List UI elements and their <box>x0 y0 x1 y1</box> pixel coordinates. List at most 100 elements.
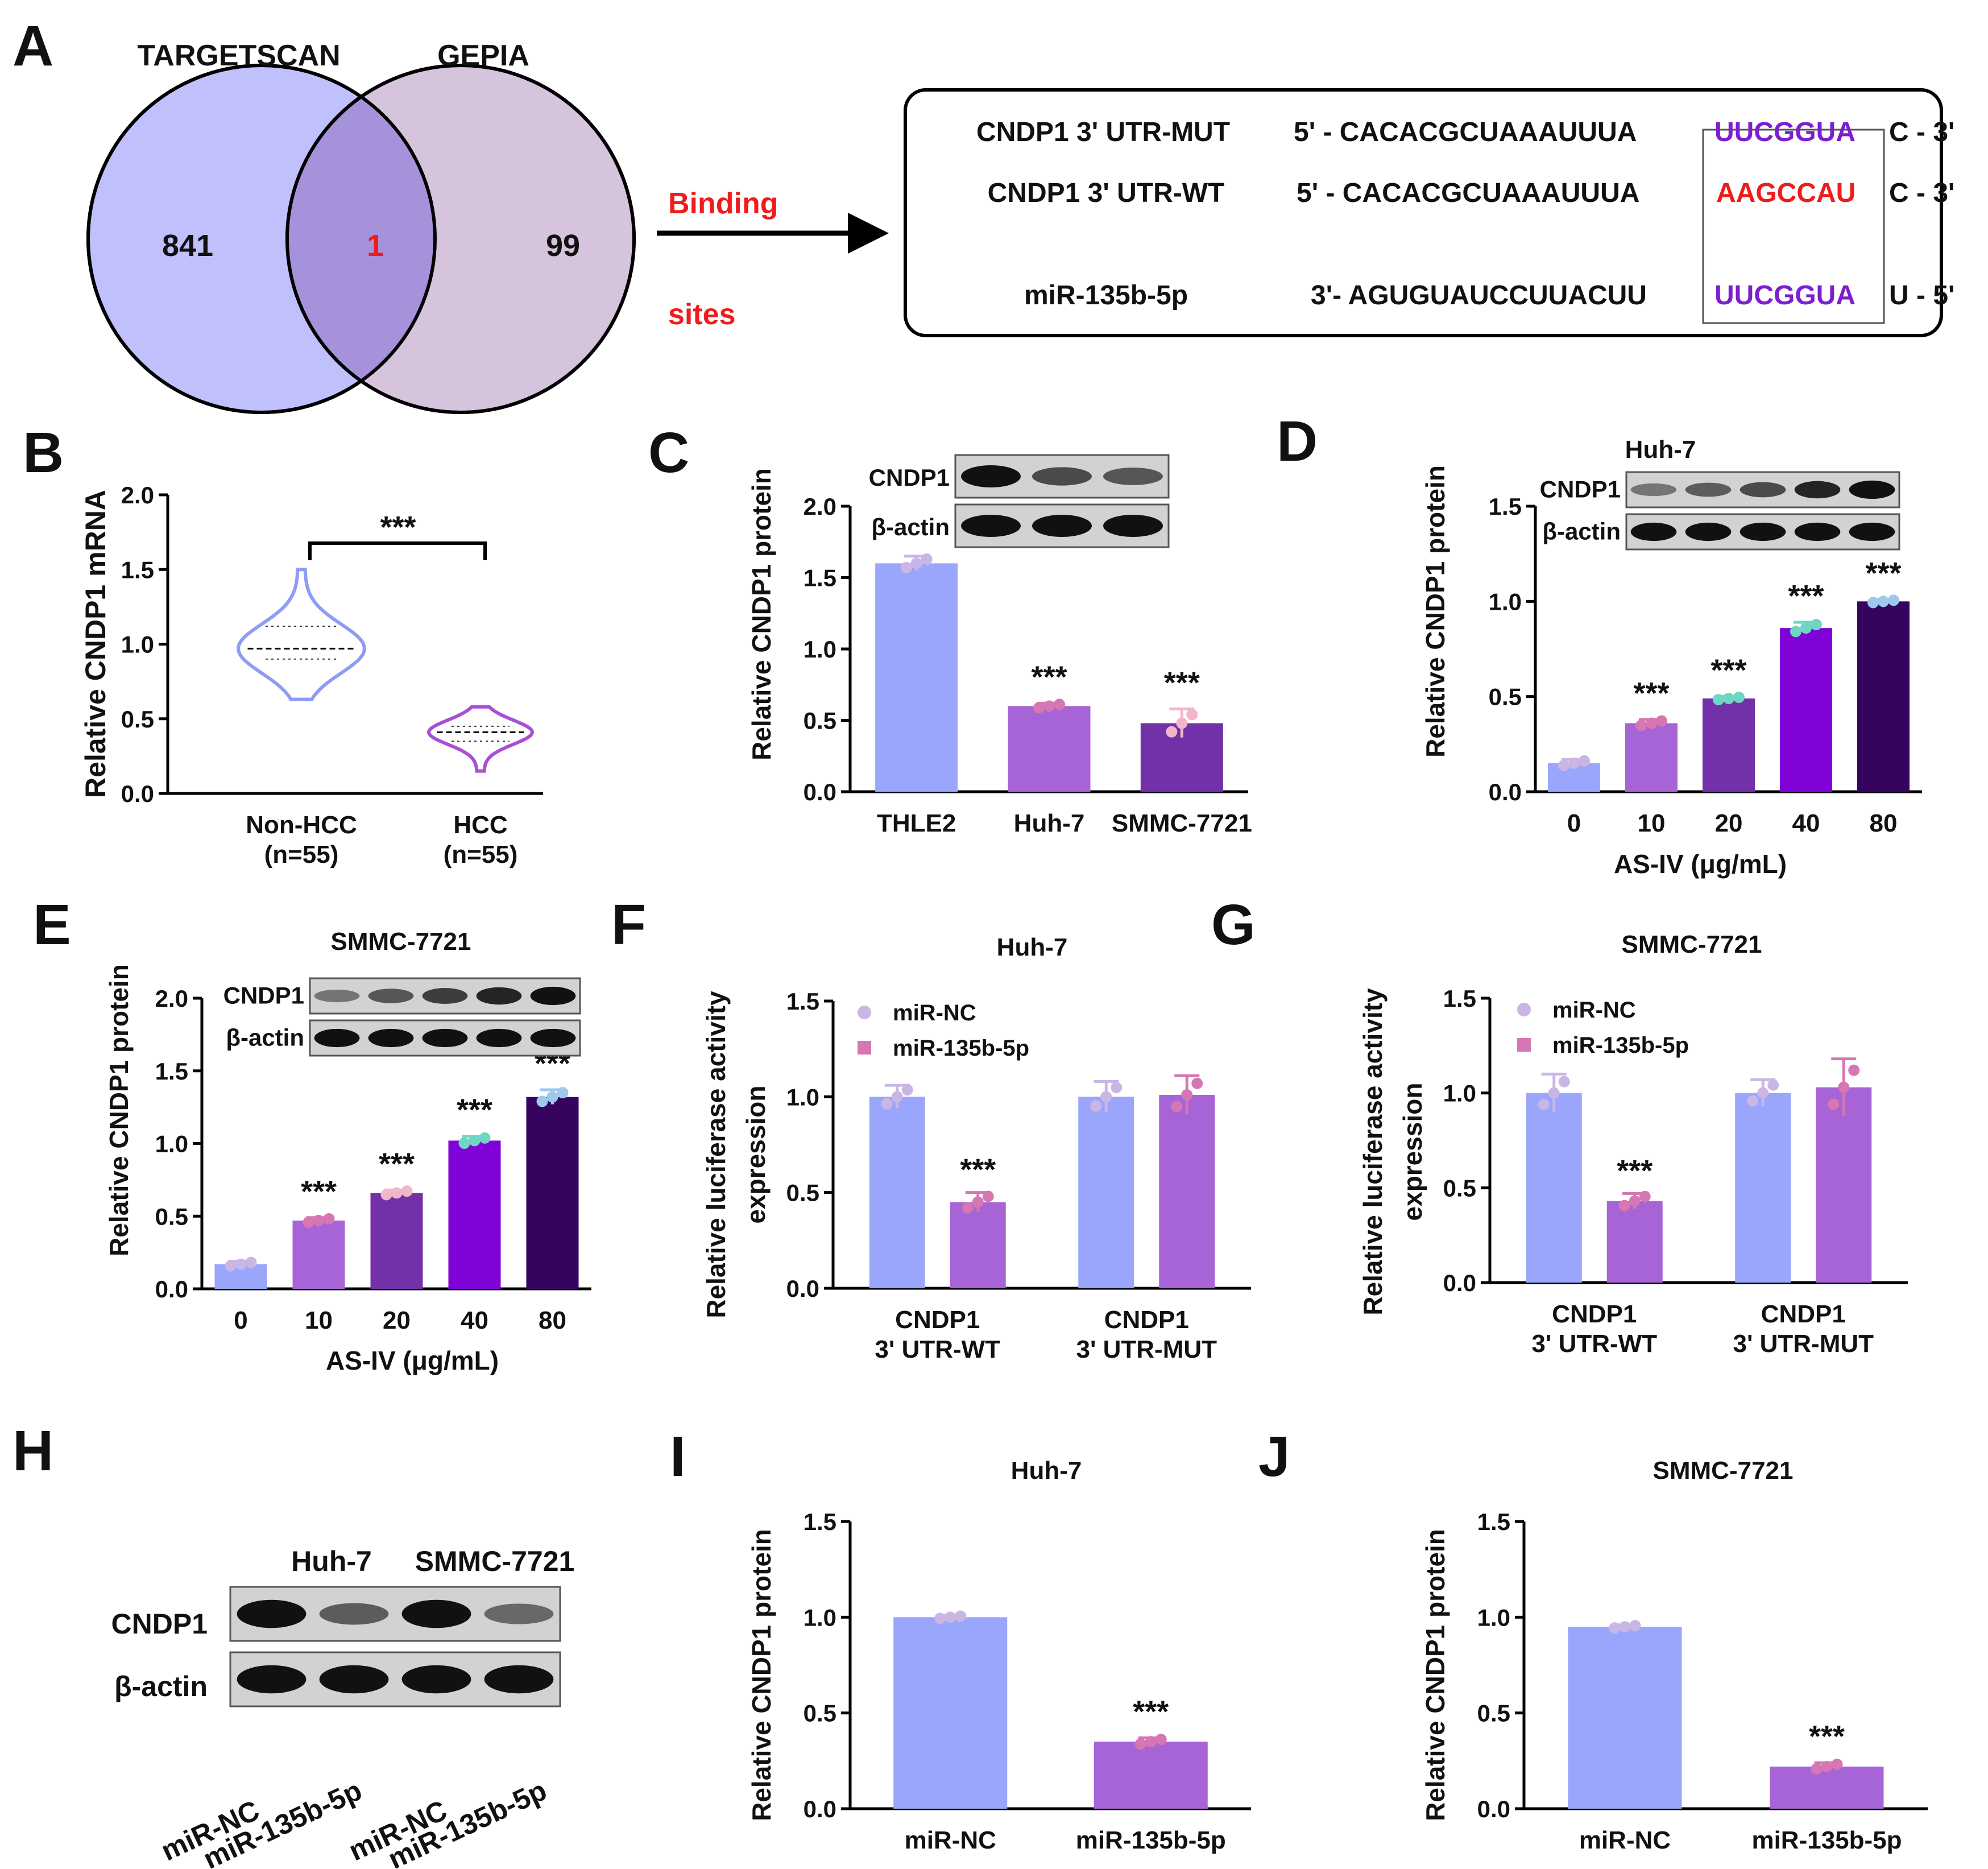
y-tick-label: 0.0 <box>1489 779 1522 805</box>
data-point <box>1878 596 1889 607</box>
data-point <box>1888 594 1899 606</box>
data-point <box>1790 626 1801 638</box>
venn-count-overlap: 1 <box>367 229 384 263</box>
y-tick-label: 0.5 <box>1489 684 1522 710</box>
blot-band <box>1630 522 1677 541</box>
bar <box>1568 1627 1682 1809</box>
x-tick-label: 0 <box>1567 809 1581 837</box>
venn-set-left: TARGETSCAN <box>137 39 340 72</box>
data-point <box>225 1260 237 1272</box>
panel-g: G SMMC-7721 Relative luciferase activity… <box>1211 893 1908 1358</box>
x-tick-label: 40 <box>1792 809 1820 837</box>
blot-band <box>401 1665 471 1694</box>
legend-marker-mir <box>1517 1038 1531 1052</box>
svg-text:UUCGGUA: UUCGGUA <box>1714 117 1856 147</box>
data-point <box>934 1612 946 1624</box>
y-axis-label-i: Relative CNDP1 protein <box>747 1529 776 1821</box>
data-point <box>910 557 922 569</box>
blot-band <box>237 1599 307 1628</box>
y-tick-label: 1.5 <box>804 565 836 592</box>
significance-mark: *** <box>1788 579 1824 613</box>
y-tick-label: 2.0 <box>121 482 154 508</box>
svg-text:miR-135b-5p: miR-135b-5p <box>1024 280 1188 311</box>
x-tick-label: (n=55) <box>264 841 339 869</box>
venn-count-right: 99 <box>546 229 580 263</box>
data-point <box>1811 1763 1823 1775</box>
bar <box>1606 1201 1663 1283</box>
legend-label-nc: miR-NC <box>893 1000 976 1026</box>
data-point <box>401 1185 413 1197</box>
y-tick-label: 1.5 <box>804 1508 836 1535</box>
data-point <box>1145 1736 1157 1748</box>
blot-band <box>1630 483 1677 497</box>
blot-band <box>484 1603 554 1624</box>
x-axis-label-e: AS-IV (μg/mL) <box>326 1346 499 1375</box>
panel-j: J SMMC-7721 Relative CNDP1 protein 0.00.… <box>1258 1425 1928 1854</box>
data-point <box>1054 698 1065 710</box>
blot-band <box>368 989 414 1003</box>
blot-row-label: β-actin <box>226 1024 304 1051</box>
chart-title-j: SMMC-7721 <box>1653 1457 1794 1485</box>
bar <box>370 1193 423 1289</box>
data-point <box>1191 1077 1203 1089</box>
data-point <box>891 1091 903 1103</box>
data-point <box>245 1256 257 1268</box>
chart-title-f: Huh-7 <box>997 933 1068 961</box>
panel-label-j: J <box>1258 1425 1290 1488</box>
western-blot-e: CNDP1 β-actin <box>223 977 581 1057</box>
bar <box>526 1097 579 1289</box>
panel-c: C Relative CNDP1 protein 0.0 0.5 1.0 1.5 2.0… <box>648 421 1252 837</box>
data-point <box>1821 1760 1833 1772</box>
x-tick-label: 80 <box>539 1306 566 1334</box>
y-tick-label: 0.0 <box>804 779 836 805</box>
data-point <box>1723 693 1734 705</box>
data-point <box>469 1135 481 1147</box>
western-blot-c: CNDP1 β-actin <box>869 454 1170 548</box>
y-tick-label: 1.0 <box>1477 1604 1510 1631</box>
data-point <box>1134 1738 1146 1750</box>
sequence-row-wt: CNDP1 3' UTR-WT 5' - CACACGCUAAAUUUA AAG… <box>988 178 1955 208</box>
blot-row-label: β-actin <box>1542 518 1621 545</box>
panel-label-b: B <box>23 421 64 485</box>
blot-band <box>319 1665 389 1694</box>
data-point <box>479 1132 491 1144</box>
x-tick-label: HCC <box>453 811 507 839</box>
data-point <box>1831 1758 1843 1770</box>
y-tick-label: 0.5 <box>804 1700 836 1727</box>
significance-mark: *** <box>1031 660 1067 694</box>
y-tick-label: 0.0 <box>1477 1796 1510 1822</box>
data-point <box>557 1087 569 1099</box>
data-point <box>1757 1087 1769 1099</box>
blot-band <box>1740 482 1786 498</box>
svg-text:5' - CACACGCUAAAUUUA: 5' - CACACGCUAAAUUUA <box>1297 178 1639 208</box>
significance-mark: *** <box>1617 1153 1652 1188</box>
blot-band <box>1794 481 1841 499</box>
bar <box>1735 1093 1791 1283</box>
sequence-box <box>904 88 1943 337</box>
bar <box>950 1202 1006 1288</box>
y-tick-label: 0.5 <box>1443 1175 1476 1201</box>
blot-band <box>1685 482 1732 497</box>
data-point <box>380 1189 392 1201</box>
data-point <box>1828 1098 1840 1110</box>
svg-text:U - 5': U - 5' <box>1889 280 1954 311</box>
blot-band <box>961 515 1021 537</box>
blot-h-group-1: Huh-7 <box>291 1545 372 1577</box>
arrow-label-top: Binding <box>668 187 778 220</box>
arrow-label-bottom: sites <box>668 298 736 331</box>
significance-mark: *** <box>1710 654 1746 688</box>
x-tick-label: 3' UTR-MUT <box>1733 1330 1874 1358</box>
x-tick-label: 40 <box>461 1306 488 1334</box>
bar-chart-c: 0.0 0.5 1.0 1.5 2.0 THLE2 *** Huh-7 *** SMMC-7721 <box>804 493 1252 837</box>
blot-h-row-1: CNDP1 <box>111 1608 208 1640</box>
x-tick-label: SMMC-7721 <box>1112 809 1252 837</box>
panel-i: I Huh-7 Relative CNDP1 protein 0.0 0.5 1.0… <box>670 1425 1251 1854</box>
venn-set-right: GEPIA <box>437 39 529 72</box>
venn-count-left: 841 <box>162 229 213 263</box>
legend: miR-NC miR-135b-5p <box>858 1000 1029 1061</box>
significance-mark: *** <box>1865 556 1901 590</box>
data-point <box>1558 759 1569 771</box>
significance-mark: *** <box>1633 676 1669 710</box>
data-point <box>962 1202 974 1214</box>
